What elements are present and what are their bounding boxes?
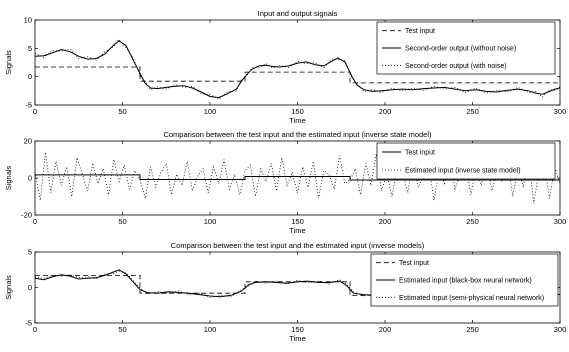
x-tick-label: 100 bbox=[204, 217, 217, 226]
x-tick-label: 250 bbox=[466, 325, 479, 334]
x-tick-label: 50 bbox=[118, 217, 126, 226]
x-tick-label: 250 bbox=[466, 217, 479, 226]
x-tick-label: 200 bbox=[379, 325, 392, 334]
x-tick-label: 200 bbox=[379, 107, 392, 116]
legend-box bbox=[376, 21, 556, 75]
x-tick-label: 150 bbox=[291, 217, 304, 226]
chart-title: Comparison between the test input and th… bbox=[163, 130, 432, 139]
y-axis-label: Signals bbox=[4, 50, 13, 75]
y-tick-label: -5 bbox=[25, 101, 32, 110]
chart-title: Comparison between the test input and th… bbox=[171, 241, 425, 250]
y-tick-label: -5 bbox=[25, 319, 32, 328]
chart-title: Input and output signals bbox=[258, 9, 338, 18]
x-tick-label: 300 bbox=[554, 107, 567, 116]
legend-label: Second-order output (without noise) bbox=[405, 46, 516, 53]
x-tick-label: 250 bbox=[466, 107, 479, 116]
x-tick-label: 150 bbox=[291, 107, 304, 116]
legend-label: Test input bbox=[399, 260, 429, 267]
legend-label: Test input bbox=[405, 28, 435, 35]
legend-label: Estimated input (black-box neural networ… bbox=[399, 278, 532, 285]
x-tick-label: 0 bbox=[33, 325, 37, 334]
x-tick-label: 0 bbox=[33, 107, 37, 116]
series-line-2 bbox=[35, 40, 560, 99]
x-tick-label: 100 bbox=[204, 107, 217, 116]
x-axis-label: Time bbox=[289, 226, 305, 235]
legend-label: Test input bbox=[405, 150, 435, 157]
x-axis-label: Time bbox=[289, 334, 305, 343]
y-tick-label: 0 bbox=[28, 174, 32, 183]
legend-label: Estimated input (inverse state model) bbox=[405, 168, 521, 175]
y-axis-label: Signals bbox=[4, 275, 13, 300]
series-line-2 bbox=[35, 152, 560, 204]
x-tick-label: 200 bbox=[379, 217, 392, 226]
x-tick-label: 0 bbox=[33, 217, 37, 226]
legend-label: Estimated input (semi-physical neural ne… bbox=[399, 295, 544, 302]
series-line-1 bbox=[35, 174, 560, 181]
legend-box bbox=[370, 253, 559, 307]
y-axis-label: Signals bbox=[4, 165, 13, 190]
x-tick-label: 300 bbox=[554, 325, 567, 334]
y-tick-label: 10 bbox=[24, 16, 32, 25]
y-tick-label: 0 bbox=[28, 283, 32, 292]
x-tick-label: 50 bbox=[118, 107, 126, 116]
y-tick-label: 5 bbox=[28, 248, 32, 257]
y-tick-label: -20 bbox=[21, 211, 32, 220]
legend-label: Second-order output (with noise) bbox=[405, 63, 507, 70]
x-axis-label: Time bbox=[289, 116, 305, 125]
y-tick-label: 0 bbox=[28, 72, 32, 81]
x-tick-label: 300 bbox=[554, 217, 567, 226]
y-tick-label: 5 bbox=[28, 44, 32, 53]
x-tick-label: 100 bbox=[204, 325, 217, 334]
x-tick-label: 50 bbox=[118, 325, 126, 334]
series-line-3 bbox=[35, 38, 560, 100]
y-tick-label: 20 bbox=[24, 137, 32, 146]
legend-box bbox=[376, 142, 556, 180]
x-tick-label: 150 bbox=[291, 325, 304, 334]
